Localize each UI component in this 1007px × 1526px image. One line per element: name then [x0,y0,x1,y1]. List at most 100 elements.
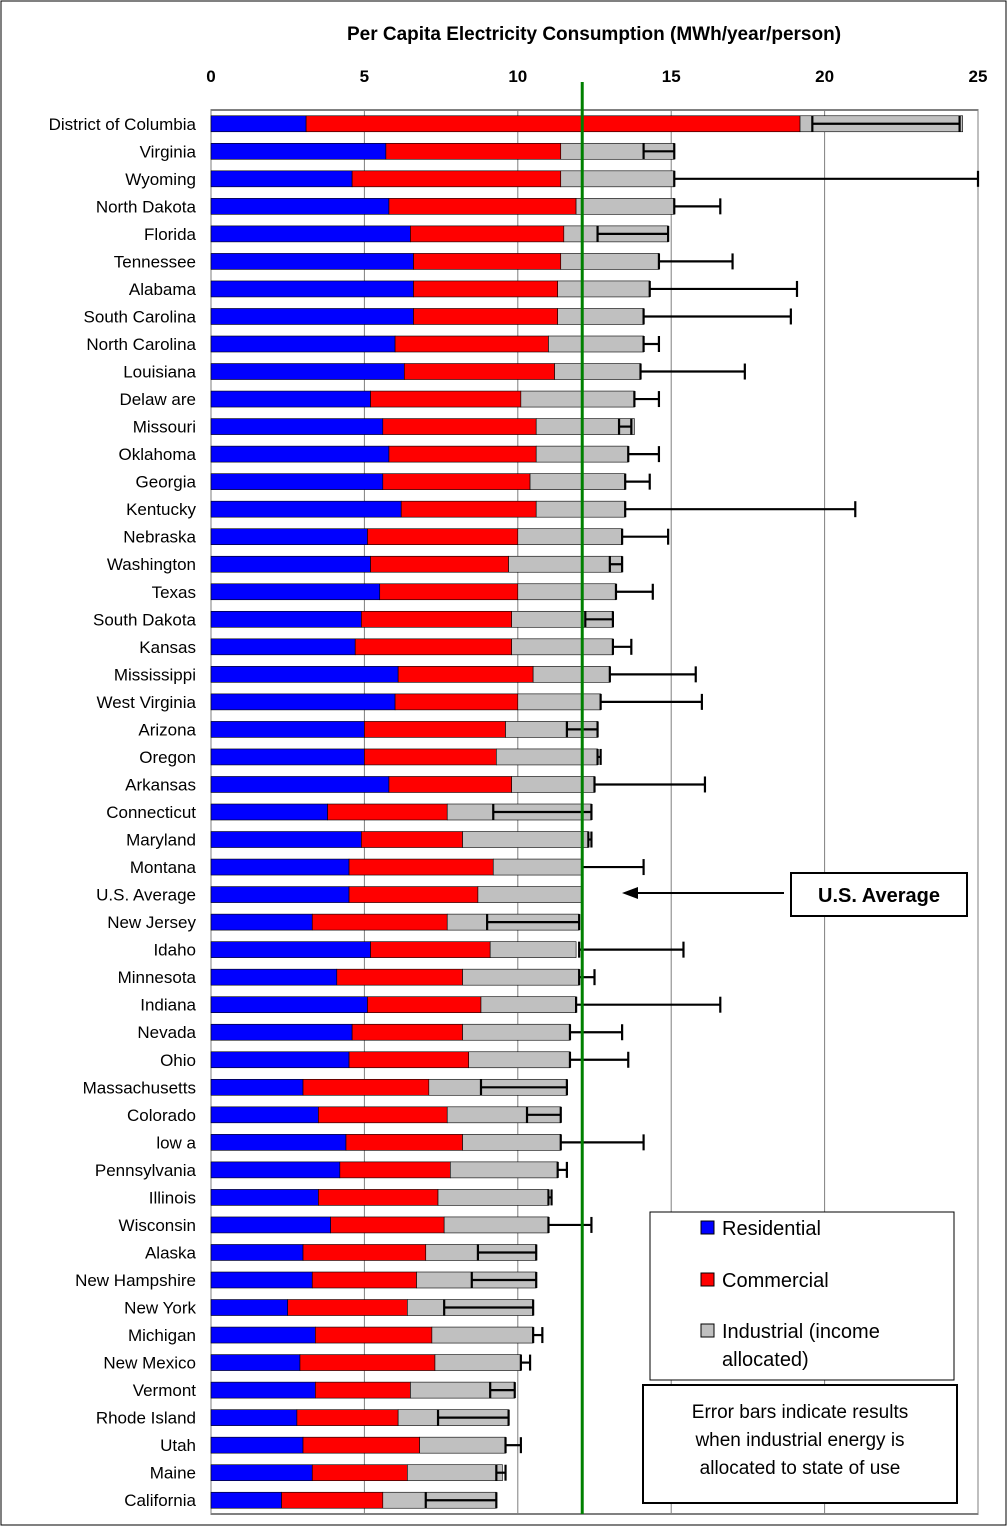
category-label-new-hampshire: New Hampshire [75,1271,196,1290]
error-bar-tennessee [657,253,734,270]
error-bar-north-carolina [642,336,661,352]
bar-residential-vermont [210,1381,316,1399]
bar-residential-minnesota [210,968,338,986]
bar-industrial-income-allocated-new-mexico [434,1354,522,1371]
error-bar-wyoming [673,170,980,187]
bar-commercial-georgia [382,473,531,490]
bar-industrial-income-allocated-south-carolina [557,308,644,325]
error-bar-massachusetts [479,1079,568,1096]
x-axis-ticks: 0 5 10 15 20 25 [206,67,987,86]
error-bar-nevada [568,1024,624,1041]
category-label-oklahoma: Oklahoma [119,445,197,464]
bar-commercial-low-a [345,1134,463,1151]
bar-residential-missouri [210,418,384,435]
error-bar-wisconsin [547,1216,593,1233]
bar-commercial-arkansas [388,776,512,793]
bar-residential-alabama [210,280,414,298]
category-label-alabama: Alabama [129,280,197,299]
error-bar-nebraska [621,528,670,545]
category-label-new-jersey: New Jersey [107,913,196,932]
category-label-nebraska: Nebraska [123,528,196,547]
bar-commercial-maryland [361,831,463,848]
category-label-wyoming: Wyoming [125,170,196,189]
category-label-washington: Washington [107,555,196,574]
bar-commercial-tennessee [413,253,562,270]
x-tick-label-20: 20 [815,67,834,86]
chart-title: Per Capita Electricity Consumption (MWh/… [347,24,841,45]
bar-commercial-pennsylvania [339,1161,451,1179]
bar-commercial-oklahoma [388,445,537,463]
error-bar-maine [495,1464,507,1481]
error-bar-maryland [587,831,593,848]
error-bar-vermont [489,1382,516,1399]
category-label-low-a: low a [156,1133,196,1152]
bar-commercial-virginia [385,142,562,160]
category-label-massachusetts: Massachusetts [83,1078,196,1097]
bar-commercial-new-jersey [311,913,448,931]
bar-industrial-income-allocated-georgia [529,473,626,490]
legend-box [649,1211,955,1381]
bar-commercial-delaw-are [370,390,522,408]
bar-industrial-income-allocated-montana [492,858,583,876]
category-label-kansas: Kansas [139,638,196,657]
category-label-montana: Montana [130,858,197,877]
error-bar-rhode-island [436,1409,510,1426]
bar-residential-pennsylvania [210,1161,341,1179]
category-label-michigan: Michigan [128,1326,196,1345]
category-label-rhode-island: Rhode Island [96,1409,196,1428]
category-label-new-mexico: New Mexico [103,1354,196,1373]
error-bar-georgia [624,473,651,490]
x-tick-label-15: 15 [662,67,681,86]
bar-residential-ohio [210,1051,350,1069]
error-bar-oklahoma [627,446,661,463]
bar-industrial-income-allocated-illinois [437,1189,549,1206]
error-bar-louisiana [639,363,746,380]
bar-industrial-income-allocated-michigan [431,1326,534,1344]
category-label-indiana: Indiana [140,996,196,1015]
bar-residential-rhode-island [210,1409,298,1426]
bar-residential-nevada [210,1023,353,1041]
bar-residential-north-carolina [210,335,396,353]
category-label-nevada: Nevada [137,1023,196,1042]
bar-residential-montana [210,858,350,876]
bar-residential-california [210,1491,282,1509]
error-bar-arkansas [593,776,707,793]
bar-residential-new-mexico [210,1354,301,1371]
bar-residential-arizona [210,721,365,738]
bar-residential-mississippi [210,666,399,683]
bar-residential-new-york [210,1299,288,1316]
bar-industrial-income-allocated-washington [508,555,623,573]
bar-industrial-income-allocated-mississippi [532,666,611,683]
bar-commercial-vermont [315,1381,411,1399]
bar-commercial-massachusetts [302,1078,430,1096]
category-label-virginia: Virginia [140,142,197,161]
bar-industrial-income-allocated-louisiana [554,363,641,380]
error-bars [424,115,980,1509]
note-box [642,1384,958,1504]
category-label-mississippi: Mississippi [114,665,196,684]
error-bar-connecticut [492,804,593,820]
category-label-district-of-columbia: District of Columbia [49,115,197,134]
bar-residential-wyoming [210,170,353,188]
error-bar-delaw-are [633,391,661,408]
error-bar-washington [608,556,624,573]
error-bar-kentucky [624,501,857,518]
legend-label-line-1: allocated) [722,1349,809,1371]
error-bar-michigan [532,1327,544,1344]
error-bar-pennsylvania [556,1161,568,1178]
bar-commercial-alaska [302,1244,427,1261]
error-bar-texas [614,583,654,600]
bar-commercial-connecticut [327,803,448,821]
bar-residential-virginia [210,142,387,160]
bar-residential-wisconsin [210,1216,331,1234]
category-label-u-s-average: U.S. Average [96,886,196,905]
bar-commercial-nevada [351,1023,463,1041]
category-label-south-dakota: South Dakota [93,610,197,629]
note-line-2: allocated to state of use [700,1458,901,1479]
bar-commercial-washington [370,555,509,573]
bar-industrial-income-allocated-nevada [462,1023,571,1041]
bar-residential-tennessee [210,253,414,270]
category-label-wisconsin: Wisconsin [119,1216,196,1235]
category-labels: District of Columbia Virginia Wyoming North… [49,115,197,1510]
